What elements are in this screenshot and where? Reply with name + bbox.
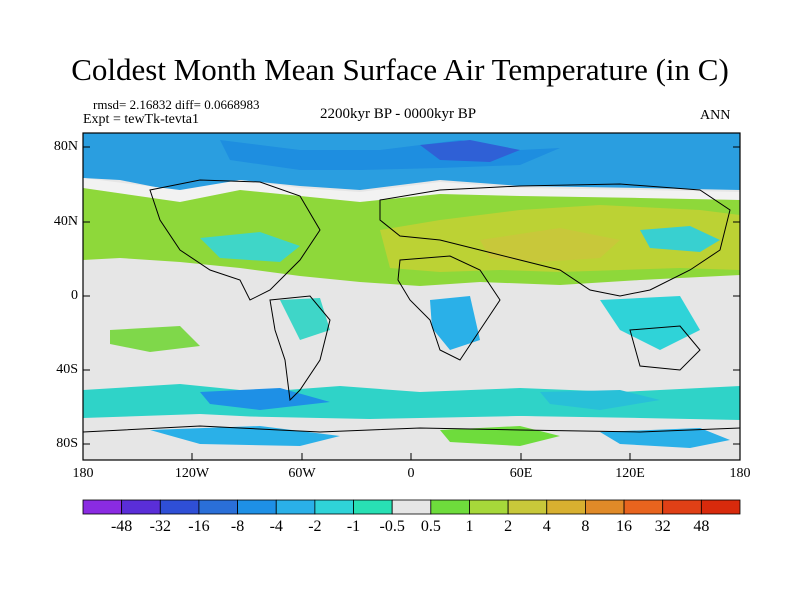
colorbar-tick-label: 48 — [693, 518, 710, 535]
colorbar-swatch — [198, 499, 238, 515]
map-title: Coldest Month Mean Surface Air Temperatu… — [71, 52, 729, 87]
lon-label-120w: 120W — [174, 466, 210, 481]
colorbar-tick-label: 16 — [616, 518, 633, 535]
colorbar-swatch — [430, 499, 470, 515]
colorbar-tick-label: 4 — [542, 518, 551, 535]
colorbar-swatch — [275, 499, 316, 515]
colorbar-swatch — [314, 499, 354, 515]
colorbar-swatch — [237, 499, 277, 515]
colorbar-swatch — [700, 499, 741, 515]
colorbar-tick-label: 32 — [654, 518, 671, 535]
colorbar-swatch — [662, 499, 702, 515]
colorbar-swatch — [353, 499, 393, 515]
colorbar-tick-label: 0.5 — [420, 518, 441, 535]
lon-label-180e: 180 — [729, 466, 751, 481]
lon-label-60w: 60W — [288, 466, 316, 481]
colorbar-tick-label: -16 — [188, 518, 210, 535]
colorbar-tick-label: 1 — [465, 518, 474, 535]
axis-ticks — [82, 146, 741, 460]
lat-label-equator: 0 — [71, 288, 78, 303]
lon-label-120e: 120E — [615, 466, 645, 481]
colorbar-tick-label: 8 — [581, 518, 590, 535]
colorbar-tick-label: -4 — [269, 518, 283, 535]
colorbar-swatch — [82, 499, 123, 515]
lat-label-40s: 40S — [56, 362, 78, 377]
colorbar-swatch — [391, 499, 432, 515]
colorbar — [82, 499, 741, 515]
colorbar-swatch — [469, 499, 509, 515]
colorbar-swatch — [546, 499, 586, 515]
colorbar-swatch — [159, 499, 200, 515]
colorbar-tick-label: -1 — [346, 518, 361, 535]
colorbar-swatch — [507, 499, 548, 515]
lon-label-60e: 60E — [509, 466, 533, 481]
lon-label-180w: 180 — [72, 466, 94, 481]
colorbar-swatch — [121, 499, 161, 515]
stats-label: rmsd= 2.16832 diff= 0.0668983 — [93, 97, 260, 112]
colorbar-tick-label: -2 — [308, 518, 322, 535]
colorbar-tick-label: -8 — [230, 518, 245, 535]
colorbar-tick-label: -48 — [110, 518, 133, 535]
lat-label-80n: 80N — [53, 139, 78, 154]
colorbar-tick-label: -32 — [149, 518, 171, 535]
colorbar-tick-label: -0.5 — [379, 518, 405, 535]
season-label: ANN — [700, 108, 731, 123]
colorbar-swatch — [585, 499, 625, 515]
map-field — [83, 133, 740, 460]
lon-label-0: 0 — [407, 466, 415, 481]
colorbar-tick-label: 2 — [504, 518, 513, 535]
lat-label-80s: 80S — [56, 436, 78, 451]
experiment-label: Expt = tewTk-tevta1 — [83, 112, 199, 127]
colorbar-swatch — [623, 499, 664, 515]
lat-label-40n: 40N — [53, 214, 78, 229]
period-label: 2200kyr BP - 0000kyr BP — [320, 106, 477, 122]
